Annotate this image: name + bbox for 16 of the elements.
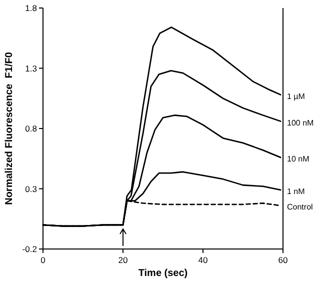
y-tick-label: 0.3	[25, 184, 38, 194]
y-tick-label: 1.8	[25, 3, 38, 13]
series-label: 100 nM	[287, 118, 314, 128]
y-tick-label: -0.2	[22, 244, 38, 254]
x-axis-title: Time (sec)	[138, 268, 188, 279]
series-label: 1 nM	[287, 186, 306, 196]
series-label: 10 nM	[287, 154, 310, 164]
x-tick-label: 20	[118, 255, 128, 265]
y-tick-label: 1.3	[25, 63, 38, 74]
series-label: Control	[287, 202, 314, 212]
y-tick-label: 0.8	[25, 124, 38, 134]
x-tick-label: 60	[278, 255, 288, 265]
series-label: 1 µM	[287, 92, 306, 101]
x-tick-label: 40	[198, 255, 208, 265]
y-axis-title: Normalized Fluorescence F1/F0	[4, 52, 15, 205]
x-tick-label: 0	[40, 255, 46, 265]
